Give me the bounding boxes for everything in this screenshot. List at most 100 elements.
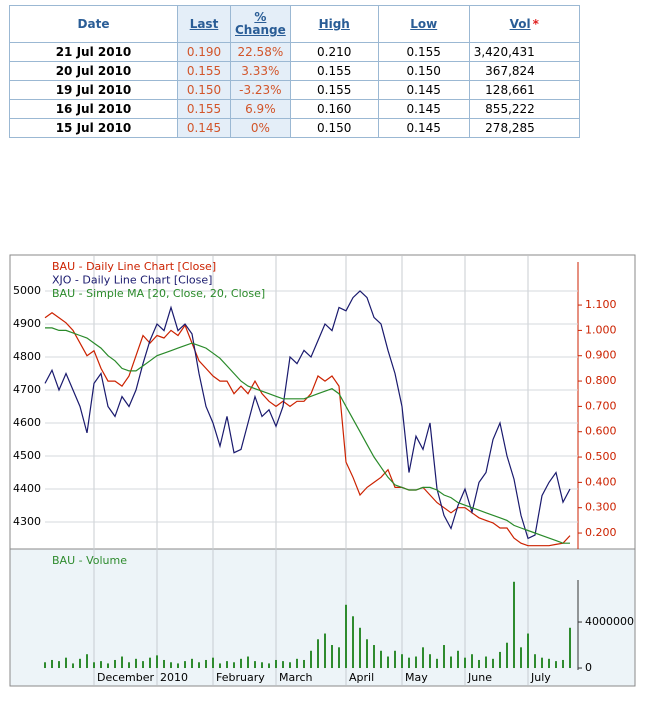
y2-tick-label: 0.400	[585, 475, 617, 488]
y-tick-label: 4300	[13, 515, 41, 528]
cell: -3.23%	[230, 80, 291, 100]
volume-bar	[79, 658, 81, 669]
cell: 0.145	[377, 118, 470, 138]
volume-bar	[429, 654, 431, 669]
volume-bar	[394, 650, 396, 669]
legend-entry: XJO - Daily Line Chart [Close]	[52, 274, 212, 287]
legend-entry: BAU - Simple MA [20, Close, 20, Close]	[52, 287, 265, 300]
x-tick-label: March	[279, 671, 313, 684]
cell: 6.9%	[230, 99, 291, 119]
cell: 128,661	[468, 80, 580, 100]
header-text[interactable]: High	[318, 16, 350, 31]
cell: 0.155	[177, 61, 231, 81]
cell: 0.150	[377, 61, 470, 81]
volume-bar	[380, 650, 382, 669]
column-header[interactable]: High	[289, 5, 379, 43]
volume-bar	[310, 650, 312, 669]
volume-bar	[142, 661, 144, 669]
volume-bar	[548, 658, 550, 669]
y2-tick-label: 0.200	[585, 526, 617, 539]
column-header[interactable]: Vol *	[468, 5, 580, 43]
volume-bar	[520, 647, 522, 669]
volume-bar	[352, 616, 354, 669]
cell: 20 Jul 2010	[9, 61, 178, 81]
cell: 0.155	[177, 99, 231, 119]
volume-bar	[177, 663, 179, 669]
volume-bar	[226, 661, 228, 669]
header-text[interactable]: Last	[189, 16, 219, 31]
volume-bar	[471, 654, 473, 669]
volume-bar	[212, 657, 214, 669]
volume-bar	[436, 658, 438, 669]
table-row: 19 Jul 2010 0.150 -3.23% 0.155 0.145 128,661	[9, 80, 580, 100]
volume-bar	[345, 604, 347, 669]
volume-bar	[198, 662, 200, 669]
volume-bar	[107, 663, 109, 669]
volume-bar	[457, 650, 459, 669]
table-row: 21 Jul 2010 0.190 22.58% 0.210 0.155 3,420,43…	[9, 42, 580, 62]
x-tick-label: June	[467, 671, 492, 684]
cell: 0.190	[177, 42, 231, 62]
cell: 0.150	[289, 118, 379, 138]
volume-bar	[492, 658, 494, 669]
x-tick-label: 2010	[160, 671, 188, 684]
header-text: Date	[77, 16, 110, 31]
volume-bar	[387, 656, 389, 669]
y2-tick-label: 0.900	[585, 349, 617, 362]
volume-bar	[422, 647, 424, 669]
volume-bar	[282, 661, 284, 669]
volume-bar	[541, 657, 543, 669]
header-row: Date Last % Change High Low Vol *	[9, 5, 580, 43]
x-tick-label: December	[97, 671, 155, 684]
volume-bar	[65, 657, 67, 669]
y2-tick-label: 1.100	[585, 298, 617, 311]
volume-bar	[121, 656, 123, 669]
y2-tick-label: 0.800	[585, 374, 617, 387]
cell: 15 Jul 2010	[9, 118, 178, 138]
volume-bar	[324, 633, 326, 669]
column-header[interactable]: % Change	[230, 5, 291, 43]
volume-bar	[128, 662, 130, 669]
volume-bar	[184, 661, 186, 669]
volume-bar	[401, 654, 403, 669]
volume-bar	[569, 627, 571, 669]
volume-bar	[275, 659, 277, 669]
column-header[interactable]: Last	[177, 5, 231, 43]
y2-tick-label: 1.000	[585, 323, 617, 336]
y-tick-label: 4900	[13, 317, 41, 330]
volume-bar	[93, 662, 95, 669]
x-tick-label: April	[349, 671, 374, 684]
cell: 0%	[230, 118, 291, 138]
x-tick-label: July	[530, 671, 551, 684]
volume-bar	[450, 656, 452, 669]
volume-bar	[233, 662, 235, 669]
volume-bar	[247, 656, 249, 669]
volume-bar	[443, 645, 445, 669]
volume-bar	[485, 656, 487, 669]
cell: 0.155	[377, 42, 470, 62]
header-text[interactable]: % Change	[235, 10, 286, 37]
cell: 367,824	[468, 61, 580, 81]
volume-bar	[338, 647, 340, 669]
volume-bar	[156, 655, 158, 669]
volume-bar	[506, 642, 508, 669]
cell: 855,222	[468, 99, 580, 119]
y-tick-label: 4600	[13, 416, 41, 429]
volume-bar	[415, 656, 417, 669]
cell: 0.145	[377, 99, 470, 119]
header-text[interactable]: Low	[410, 16, 438, 31]
volume-bar	[527, 633, 529, 669]
volume-bar	[268, 663, 270, 669]
header-text[interactable]: Vol	[509, 16, 531, 31]
column-header: Date	[9, 5, 178, 43]
cell: 19 Jul 2010	[9, 80, 178, 100]
volume-bar	[408, 657, 410, 669]
y-tick-label: 4800	[13, 350, 41, 363]
y-tick-label: 4500	[13, 449, 41, 462]
column-header[interactable]: Low	[377, 5, 470, 43]
volume-bar	[205, 659, 207, 669]
cell: 3,420,431	[468, 42, 580, 62]
volume-bar	[58, 661, 60, 669]
y-tick-label: 4700	[13, 383, 41, 396]
